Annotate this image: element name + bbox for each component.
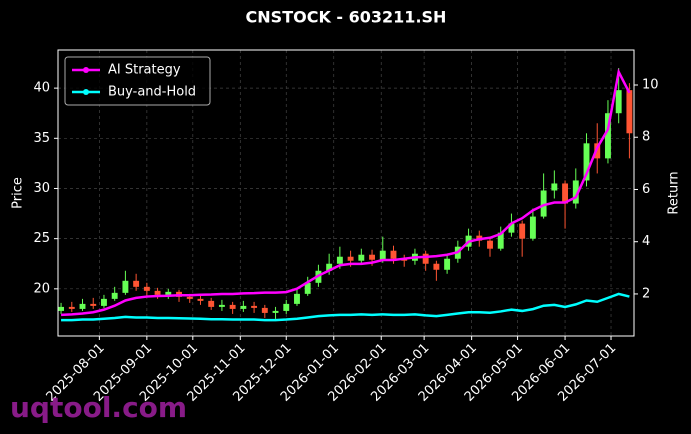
candle-body bbox=[626, 90, 633, 134]
candle-body bbox=[358, 254, 365, 261]
candle-body bbox=[540, 190, 547, 217]
candle-body bbox=[433, 263, 440, 270]
candle-body bbox=[154, 290, 161, 295]
candle-body bbox=[283, 303, 290, 311]
candle-body bbox=[229, 304, 236, 309]
y2-tick-label: 8 bbox=[642, 130, 650, 145]
candle-body bbox=[487, 240, 493, 249]
candle-body bbox=[197, 298, 204, 301]
candle-body bbox=[133, 280, 140, 287]
candle-body bbox=[379, 250, 386, 260]
y-tick-label: 35 bbox=[33, 131, 50, 146]
candle-body bbox=[68, 306, 75, 309]
legend-marker bbox=[83, 67, 89, 73]
legend-box bbox=[64, 56, 211, 106]
candle-body bbox=[583, 143, 590, 181]
plot-frame bbox=[57, 49, 635, 337]
y2-axis-label: Return bbox=[667, 171, 682, 214]
legend-label: Buy-and-Hold bbox=[108, 85, 196, 100]
candle-body bbox=[90, 303, 97, 306]
y-tick-label: 20 bbox=[33, 281, 50, 296]
candle-body bbox=[529, 216, 536, 239]
series-line bbox=[61, 68, 631, 317]
candle-body bbox=[326, 263, 333, 271]
y2-tick-label: 10 bbox=[642, 77, 659, 92]
y-tick-label: 40 bbox=[33, 81, 50, 96]
candle-body bbox=[165, 291, 172, 295]
candle-body bbox=[347, 256, 354, 261]
candle-body bbox=[143, 286, 150, 291]
candle-body bbox=[251, 305, 258, 308]
candle-body bbox=[294, 293, 300, 304]
legend-marker bbox=[83, 89, 89, 95]
candle-body bbox=[111, 292, 118, 299]
candle-body bbox=[369, 254, 375, 260]
candle-body bbox=[304, 282, 311, 294]
candle-body bbox=[218, 304, 225, 307]
y2-tick-label: 6 bbox=[642, 182, 650, 197]
candle-body bbox=[79, 303, 86, 309]
candle-body bbox=[58, 306, 65, 311]
legend-label: AI Strategy bbox=[108, 63, 181, 78]
candle-body bbox=[497, 232, 504, 249]
candle-body bbox=[240, 305, 247, 309]
candle-body bbox=[336, 256, 343, 264]
candle-body bbox=[572, 180, 579, 204]
candle-body bbox=[208, 300, 215, 307]
candle-body bbox=[422, 253, 429, 264]
chart-title: CNSTOCK - 603211.SH bbox=[246, 8, 447, 27]
y2-tick-label: 2 bbox=[642, 286, 650, 301]
candle-body bbox=[261, 307, 268, 313]
y-tick-label: 25 bbox=[33, 231, 50, 246]
candle-body bbox=[122, 280, 129, 293]
candle-body bbox=[615, 90, 622, 114]
candle-body bbox=[551, 183, 558, 191]
y-axis-label: Price bbox=[11, 177, 26, 209]
candle-body bbox=[605, 113, 611, 159]
y-tick-label: 30 bbox=[33, 181, 50, 196]
candle-body bbox=[519, 223, 526, 239]
candle-body bbox=[390, 250, 397, 259]
candle-body bbox=[272, 310, 279, 313]
candle-body bbox=[562, 183, 569, 204]
candle-body bbox=[101, 298, 107, 306]
candle-body bbox=[508, 223, 515, 233]
candle-body bbox=[186, 296, 193, 299]
candle-body bbox=[444, 258, 451, 270]
series-line bbox=[61, 292, 630, 322]
y2-tick-label: 4 bbox=[642, 234, 650, 249]
watermark: uqtool.com bbox=[10, 391, 187, 424]
